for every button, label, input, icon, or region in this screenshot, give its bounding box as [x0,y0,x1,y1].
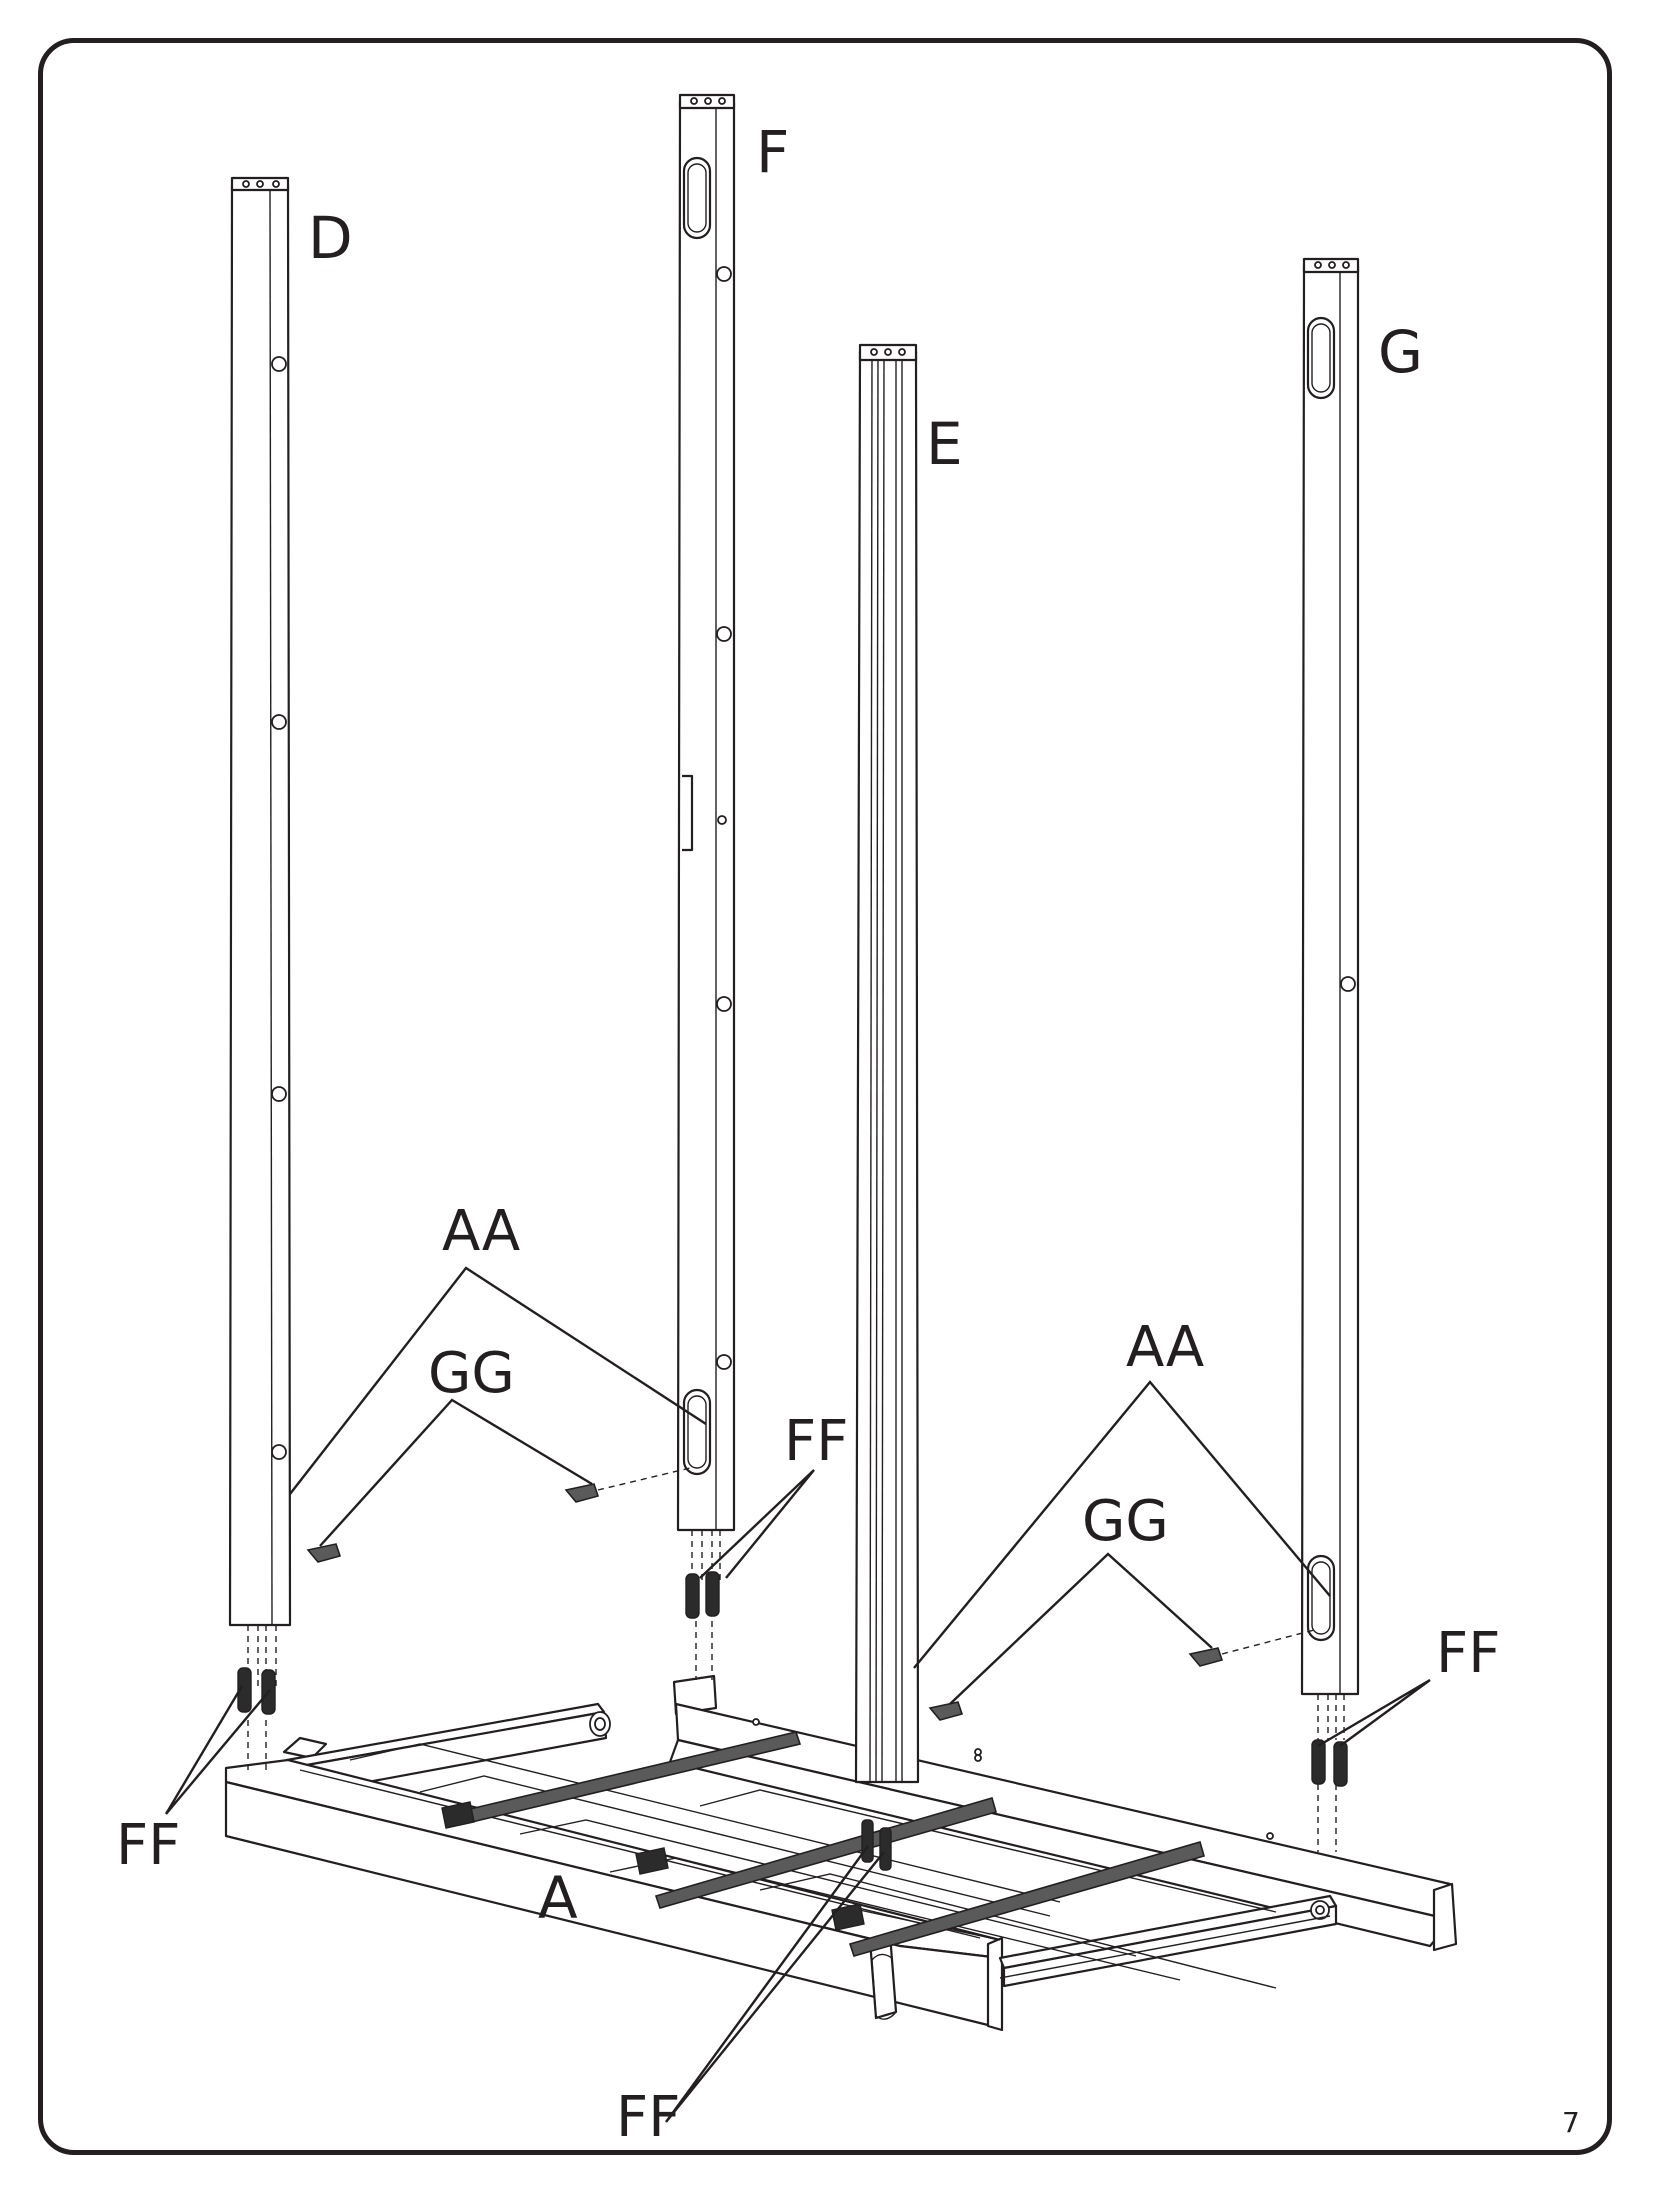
label-ff-bottom-text: FF [616,2085,681,2150]
page-border [38,38,1612,2155]
cam-gg-left-1 [306,1543,342,1563]
post-g [1300,257,1360,1852]
dowels-ff-right [1311,1739,1348,1787]
post-f [676,93,736,1680]
label-post-d: D [308,204,353,272]
cam-gg-center [928,1701,964,1721]
cam-gg-right [1188,1629,1315,1667]
post-e [854,343,920,1784]
label-aa-left: AA [442,1199,520,1264]
label-ff-left: FF [116,1813,180,1878]
label-gg-right: GG [1082,1489,1169,1554]
label-gg-left: GG [428,1341,515,1406]
page-number: 7 [1562,2106,1580,2139]
label-aa-right: AA [1126,1315,1204,1380]
label-ff-right: FF [1436,1621,1500,1686]
leader-lines [164,1266,1431,2123]
label-post-g: G [1378,318,1423,386]
label-ff-center: FF [784,1409,848,1474]
label-post-f: F [756,118,789,186]
label-post-e: E [926,410,963,478]
post-d [228,176,292,1770]
label-base-a: A [538,1864,578,1932]
dowels-ff-center [685,1571,720,1619]
cam-gg-left-2 [564,1467,691,1503]
base-a [224,1674,1458,2032]
